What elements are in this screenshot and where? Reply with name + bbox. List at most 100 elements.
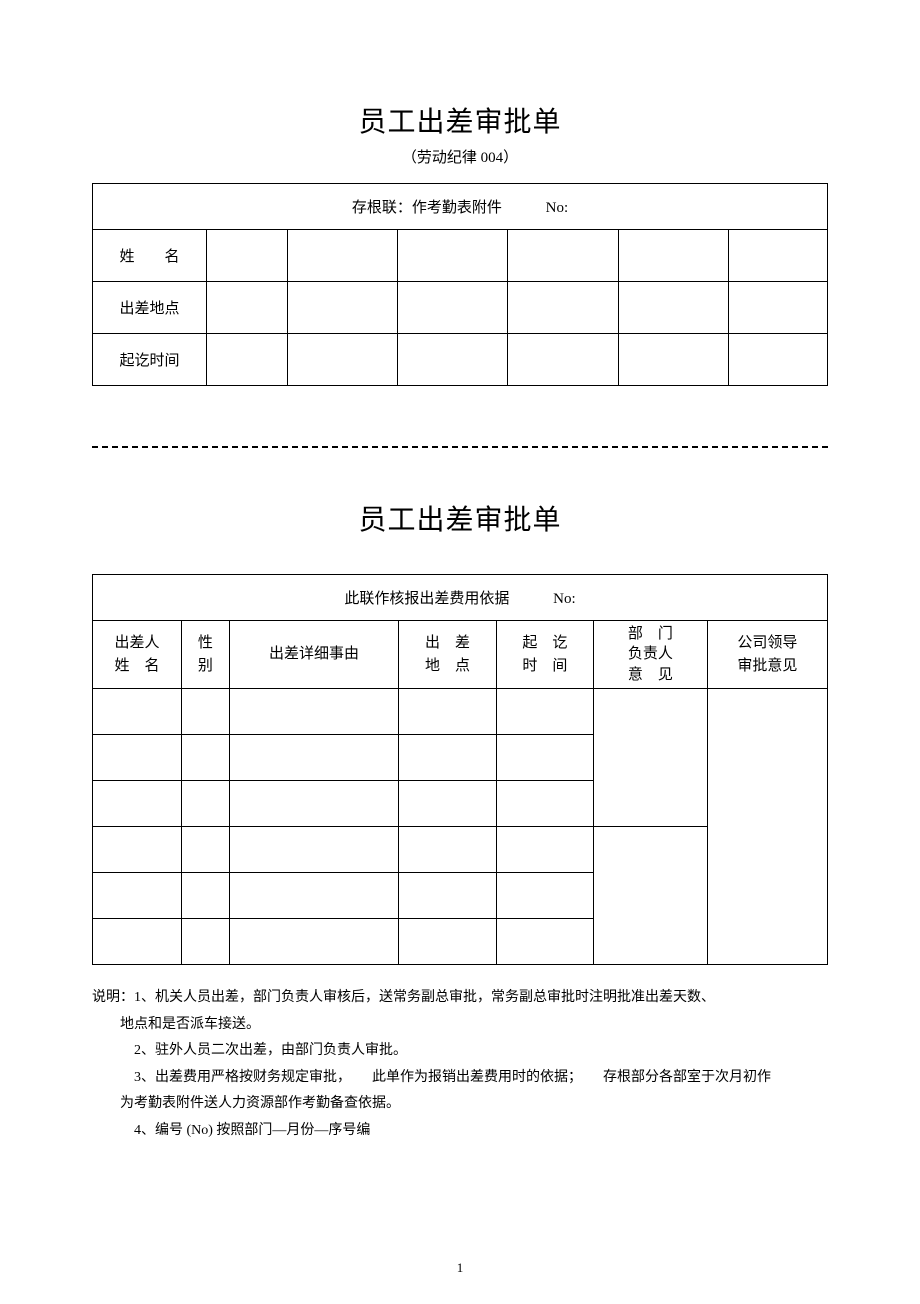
cell bbox=[93, 873, 182, 919]
cell bbox=[508, 334, 618, 386]
table-1-header-cell: 存根联：作考勤表附件 No: bbox=[93, 184, 828, 230]
note-1b: 地点和是否派车接送。 bbox=[92, 1012, 818, 1039]
section-1: 员工出差审批单 （劳动纪律 004） 存根联：作考勤表附件 No: 姓 名 出差… bbox=[92, 100, 828, 386]
subtitle-1: （劳动纪律 004） bbox=[92, 146, 828, 167]
cell bbox=[229, 735, 399, 781]
cell bbox=[229, 781, 399, 827]
cell bbox=[287, 282, 397, 334]
note-1a: 说明：1、机关人员出差，部门负责人审核后，送常务副总审批，常务副总审批时注明批准… bbox=[92, 985, 818, 1012]
no-label-2: No: bbox=[553, 591, 576, 608]
col-dept-l1: 部 门 bbox=[628, 626, 673, 642]
cell bbox=[93, 735, 182, 781]
col-name-l1: 出差人 bbox=[115, 635, 160, 651]
col-reason: 出差详细事由 bbox=[229, 621, 399, 689]
note-1a-text: 1、机关人员出差，部门负责人审核后，送常务副总审批，常务副总审批时注明批准出差天… bbox=[134, 990, 715, 1005]
cell bbox=[93, 827, 182, 873]
header-text-2: 此联作核报出差费用依据 bbox=[344, 591, 509, 607]
table-2: 此联作核报出差费用依据 No: 出差人 姓 名 性 别 出差详细事由 出 差 地… bbox=[92, 574, 828, 965]
cell-leader-opinion-merged bbox=[707, 689, 827, 965]
cell bbox=[508, 282, 618, 334]
row-label-location: 出差地点 bbox=[93, 282, 207, 334]
cell bbox=[618, 230, 728, 282]
cell bbox=[728, 230, 827, 282]
col-time-l1: 起 讫 bbox=[522, 635, 567, 651]
cell bbox=[182, 735, 230, 781]
cell bbox=[93, 689, 182, 735]
col-gender: 性 别 bbox=[182, 621, 230, 689]
cell bbox=[287, 334, 397, 386]
note-3b: 为考勤表附件送人力资源部作考勤备查依据。 bbox=[92, 1091, 818, 1118]
col-dept-l3: 意 见 bbox=[628, 667, 673, 683]
table-1-row-name: 姓 名 bbox=[93, 230, 828, 282]
cell bbox=[399, 689, 496, 735]
col-name-l2: 姓 名 bbox=[115, 658, 160, 674]
col-location-l2: 地 点 bbox=[425, 658, 470, 674]
cell bbox=[182, 827, 230, 873]
cell bbox=[399, 919, 496, 965]
cell bbox=[398, 282, 508, 334]
cell bbox=[229, 919, 399, 965]
cell bbox=[399, 827, 496, 873]
table-1: 存根联：作考勤表附件 No: 姓 名 出差地点 起讫时间 bbox=[92, 183, 828, 386]
cell bbox=[496, 735, 593, 781]
page-number: 1 bbox=[0, 1260, 920, 1276]
header-text-1: 存根联：作考勤表附件 bbox=[352, 200, 502, 216]
title-2: 员工出差审批单 bbox=[92, 498, 828, 538]
notes-section: 说明：1、机关人员出差，部门负责人审核后，送常务副总审批，常务副总审批时注明批准… bbox=[92, 985, 828, 1145]
col-time: 起 讫 时 间 bbox=[496, 621, 593, 689]
cell bbox=[728, 282, 827, 334]
table-2-header-cell: 此联作核报出差费用依据 No: bbox=[93, 575, 828, 621]
cell bbox=[229, 873, 399, 919]
cell bbox=[93, 919, 182, 965]
row-label-name: 姓 名 bbox=[93, 230, 207, 282]
table-1-row-location: 出差地点 bbox=[93, 282, 828, 334]
cell bbox=[229, 689, 399, 735]
title-1: 员工出差审批单 bbox=[92, 100, 828, 140]
no-label-1: No: bbox=[546, 200, 569, 217]
cell bbox=[93, 781, 182, 827]
col-leader-l2: 审批意见 bbox=[737, 658, 797, 674]
cell bbox=[399, 781, 496, 827]
table-1-header: 存根联：作考勤表附件 No: bbox=[93, 184, 828, 230]
col-location: 出 差 地 点 bbox=[399, 621, 496, 689]
cell bbox=[496, 781, 593, 827]
cell bbox=[182, 689, 230, 735]
note-3: 3、出差费用严格按财务规定审批， 此单作为报销出差费用时的依据； 存根部分各部室… bbox=[92, 1065, 818, 1092]
cell bbox=[206, 282, 287, 334]
cell bbox=[206, 230, 287, 282]
cell bbox=[496, 689, 593, 735]
notes-label: 说明： bbox=[92, 990, 134, 1005]
note-4: 4、编号 (No) 按照部门—月份—序号编 bbox=[92, 1118, 818, 1145]
col-name: 出差人 姓 名 bbox=[93, 621, 182, 689]
cell bbox=[206, 334, 287, 386]
cell bbox=[399, 873, 496, 919]
col-time-l2: 时 间 bbox=[522, 658, 567, 674]
cell bbox=[182, 919, 230, 965]
cell bbox=[399, 735, 496, 781]
cell bbox=[398, 334, 508, 386]
cell bbox=[508, 230, 618, 282]
col-gender-l1: 性 bbox=[198, 635, 213, 651]
tear-line bbox=[92, 446, 828, 448]
table-1-row-time: 起讫时间 bbox=[93, 334, 828, 386]
cell bbox=[496, 919, 593, 965]
col-leader-l1: 公司领导 bbox=[737, 635, 797, 651]
note-2: 2、驻外人员二次出差，由部门负责人审批。 bbox=[92, 1038, 818, 1065]
cell bbox=[229, 827, 399, 873]
col-leader-opinion: 公司领导 审批意见 bbox=[707, 621, 827, 689]
cell bbox=[496, 827, 593, 873]
cell bbox=[182, 781, 230, 827]
cell bbox=[287, 230, 397, 282]
cell bbox=[496, 873, 593, 919]
table-row bbox=[93, 689, 828, 735]
col-gender-l2: 别 bbox=[198, 658, 213, 674]
section-2: 员工出差审批单 此联作核报出差费用依据 No: 出差人 姓 名 性 别 出差详细… bbox=[92, 498, 828, 965]
col-location-l1: 出 差 bbox=[425, 635, 470, 651]
cell-dept-opinion-merged-2 bbox=[593, 827, 707, 965]
cell bbox=[398, 230, 508, 282]
cell bbox=[728, 334, 827, 386]
table-2-header: 此联作核报出差费用依据 No: bbox=[93, 575, 828, 621]
cell bbox=[182, 873, 230, 919]
col-dept-opinion: 部 门 负责人 意 见 bbox=[593, 621, 707, 689]
cell bbox=[618, 282, 728, 334]
